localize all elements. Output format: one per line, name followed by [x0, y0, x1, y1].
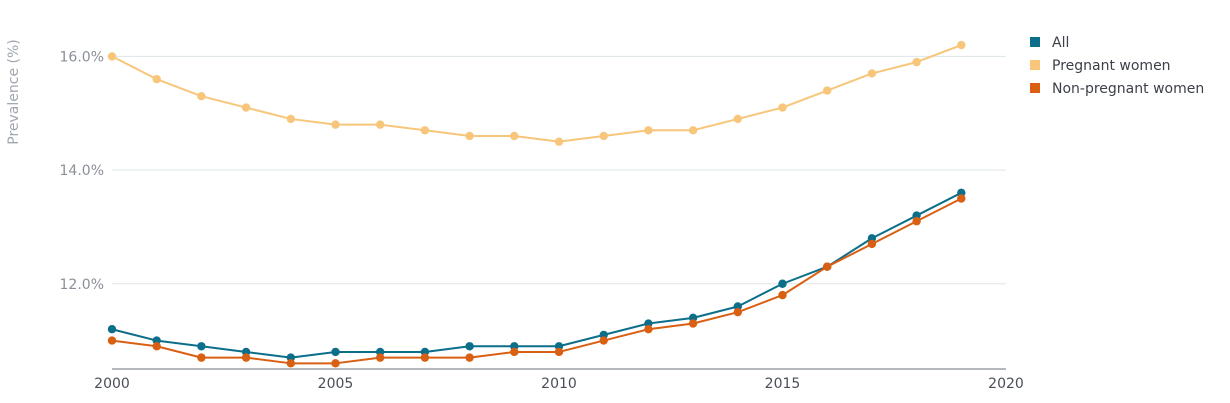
data-point-pregnant-women[interactable] [420, 126, 430, 135]
data-point-non-pregnant-women[interactable] [376, 353, 385, 362]
y-tick-label: 14.0% [60, 163, 104, 179]
data-point-pregnant-women[interactable] [197, 92, 206, 101]
data-point-non-pregnant-women[interactable] [688, 319, 698, 328]
data-point-pregnant-women[interactable] [510, 131, 519, 141]
series-non-pregnant-women [107, 194, 966, 368]
axes: 12.0% 14.0% 16.0% 2000 2005 2010 2015 2020 [60, 49, 1024, 392]
series-pregnant-women [107, 40, 966, 146]
data-point-non-pregnant-women[interactable] [823, 262, 832, 271]
data-point-pregnant-women[interactable] [107, 52, 117, 61]
data-point-non-pregnant-women[interactable] [778, 290, 787, 300]
legend-label: All [1052, 35, 1069, 51]
data-point-non-pregnant-women[interactable] [197, 353, 206, 362]
data-point-all[interactable] [107, 325, 117, 334]
series-all [107, 188, 966, 362]
legend-item-non-pregnant-women[interactable]: Non-pregnant women [1030, 81, 1204, 97]
data-point-pregnant-women[interactable] [912, 57, 921, 67]
data-point-pregnant-women[interactable] [599, 131, 608, 141]
x-tick-label: 2020 [988, 376, 1024, 392]
data-point-non-pregnant-women[interactable] [957, 194, 966, 203]
data-point-non-pregnant-women[interactable] [420, 353, 430, 362]
series-line-non-pregnant-women [111, 197, 963, 365]
x-tick-label: 2015 [765, 376, 801, 392]
data-point-pregnant-women[interactable] [867, 69, 877, 78]
data-point-non-pregnant-women[interactable] [286, 359, 295, 368]
data-point-non-pregnant-women[interactable] [599, 336, 608, 345]
y-axis-label: Prevalence (%) [6, 39, 22, 145]
data-point-pregnant-women[interactable] [823, 86, 832, 95]
legend-item-pregnant-women[interactable]: Pregnant women [1030, 58, 1171, 74]
data-point-pregnant-women[interactable] [733, 114, 742, 124]
data-point-non-pregnant-women[interactable] [331, 359, 340, 368]
legend-swatch [1030, 83, 1040, 93]
data-point-pregnant-women[interactable] [778, 103, 787, 112]
data-point-non-pregnant-women[interactable] [152, 342, 161, 351]
x-tick-label: 2010 [541, 376, 577, 392]
data-point-pregnant-women[interactable] [376, 120, 385, 129]
data-point-all[interactable] [197, 342, 206, 351]
y-tick-label: 12.0% [60, 277, 104, 293]
legend-swatch [1030, 60, 1040, 70]
data-point-non-pregnant-women[interactable] [241, 353, 251, 362]
data-point-pregnant-women[interactable] [957, 40, 966, 50]
data-point-all[interactable] [778, 279, 787, 288]
data-point-non-pregnant-women[interactable] [912, 217, 921, 226]
data-point-non-pregnant-women[interactable] [554, 347, 564, 357]
series-group [107, 40, 966, 368]
series-line-pregnant-women [111, 44, 963, 143]
legend-label: Pregnant women [1052, 58, 1171, 74]
data-point-all[interactable] [465, 342, 474, 351]
data-point-pregnant-women[interactable] [241, 103, 251, 112]
data-point-non-pregnant-women[interactable] [510, 347, 519, 357]
y-tick-label: 16.0% [60, 49, 104, 65]
data-point-non-pregnant-women[interactable] [107, 336, 117, 345]
legend: All Pregnant women Non-pregnant women [1030, 35, 1204, 97]
data-point-pregnant-women[interactable] [688, 126, 698, 135]
series-line-all [111, 191, 963, 359]
legend-swatch [1030, 37, 1040, 47]
legend-item-all[interactable]: All [1030, 35, 1069, 51]
gridlines [112, 55, 1006, 285]
data-point-pregnant-women[interactable] [331, 120, 340, 129]
data-point-non-pregnant-women[interactable] [733, 307, 742, 317]
data-point-all[interactable] [331, 347, 340, 357]
x-tick-label: 2005 [318, 376, 354, 392]
legend-label: Non-pregnant women [1052, 81, 1204, 97]
data-point-pregnant-women[interactable] [286, 114, 295, 124]
data-point-pregnant-women[interactable] [554, 137, 564, 146]
data-point-non-pregnant-women[interactable] [867, 239, 877, 249]
data-point-pregnant-women[interactable] [644, 126, 653, 135]
data-point-non-pregnant-women[interactable] [465, 353, 474, 362]
x-tick-label: 2000 [94, 376, 130, 392]
data-point-pregnant-women[interactable] [465, 131, 474, 141]
data-point-non-pregnant-women[interactable] [644, 325, 653, 334]
data-point-pregnant-women[interactable] [152, 74, 161, 84]
